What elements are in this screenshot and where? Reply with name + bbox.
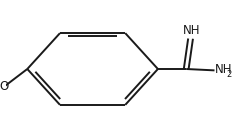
Text: NH: NH	[183, 24, 200, 37]
Text: O: O	[0, 80, 9, 93]
Text: 2: 2	[227, 70, 232, 79]
Text: NH: NH	[215, 63, 233, 76]
